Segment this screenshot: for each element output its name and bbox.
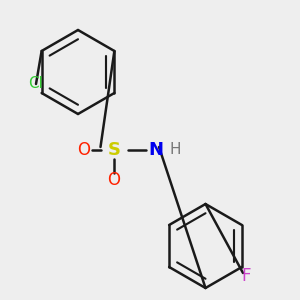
Text: O: O	[107, 171, 121, 189]
Text: Cl: Cl	[28, 76, 44, 92]
Text: H: H	[170, 142, 181, 158]
Text: F: F	[241, 267, 251, 285]
Text: O: O	[77, 141, 91, 159]
Text: N: N	[148, 141, 164, 159]
Text: S: S	[107, 141, 121, 159]
